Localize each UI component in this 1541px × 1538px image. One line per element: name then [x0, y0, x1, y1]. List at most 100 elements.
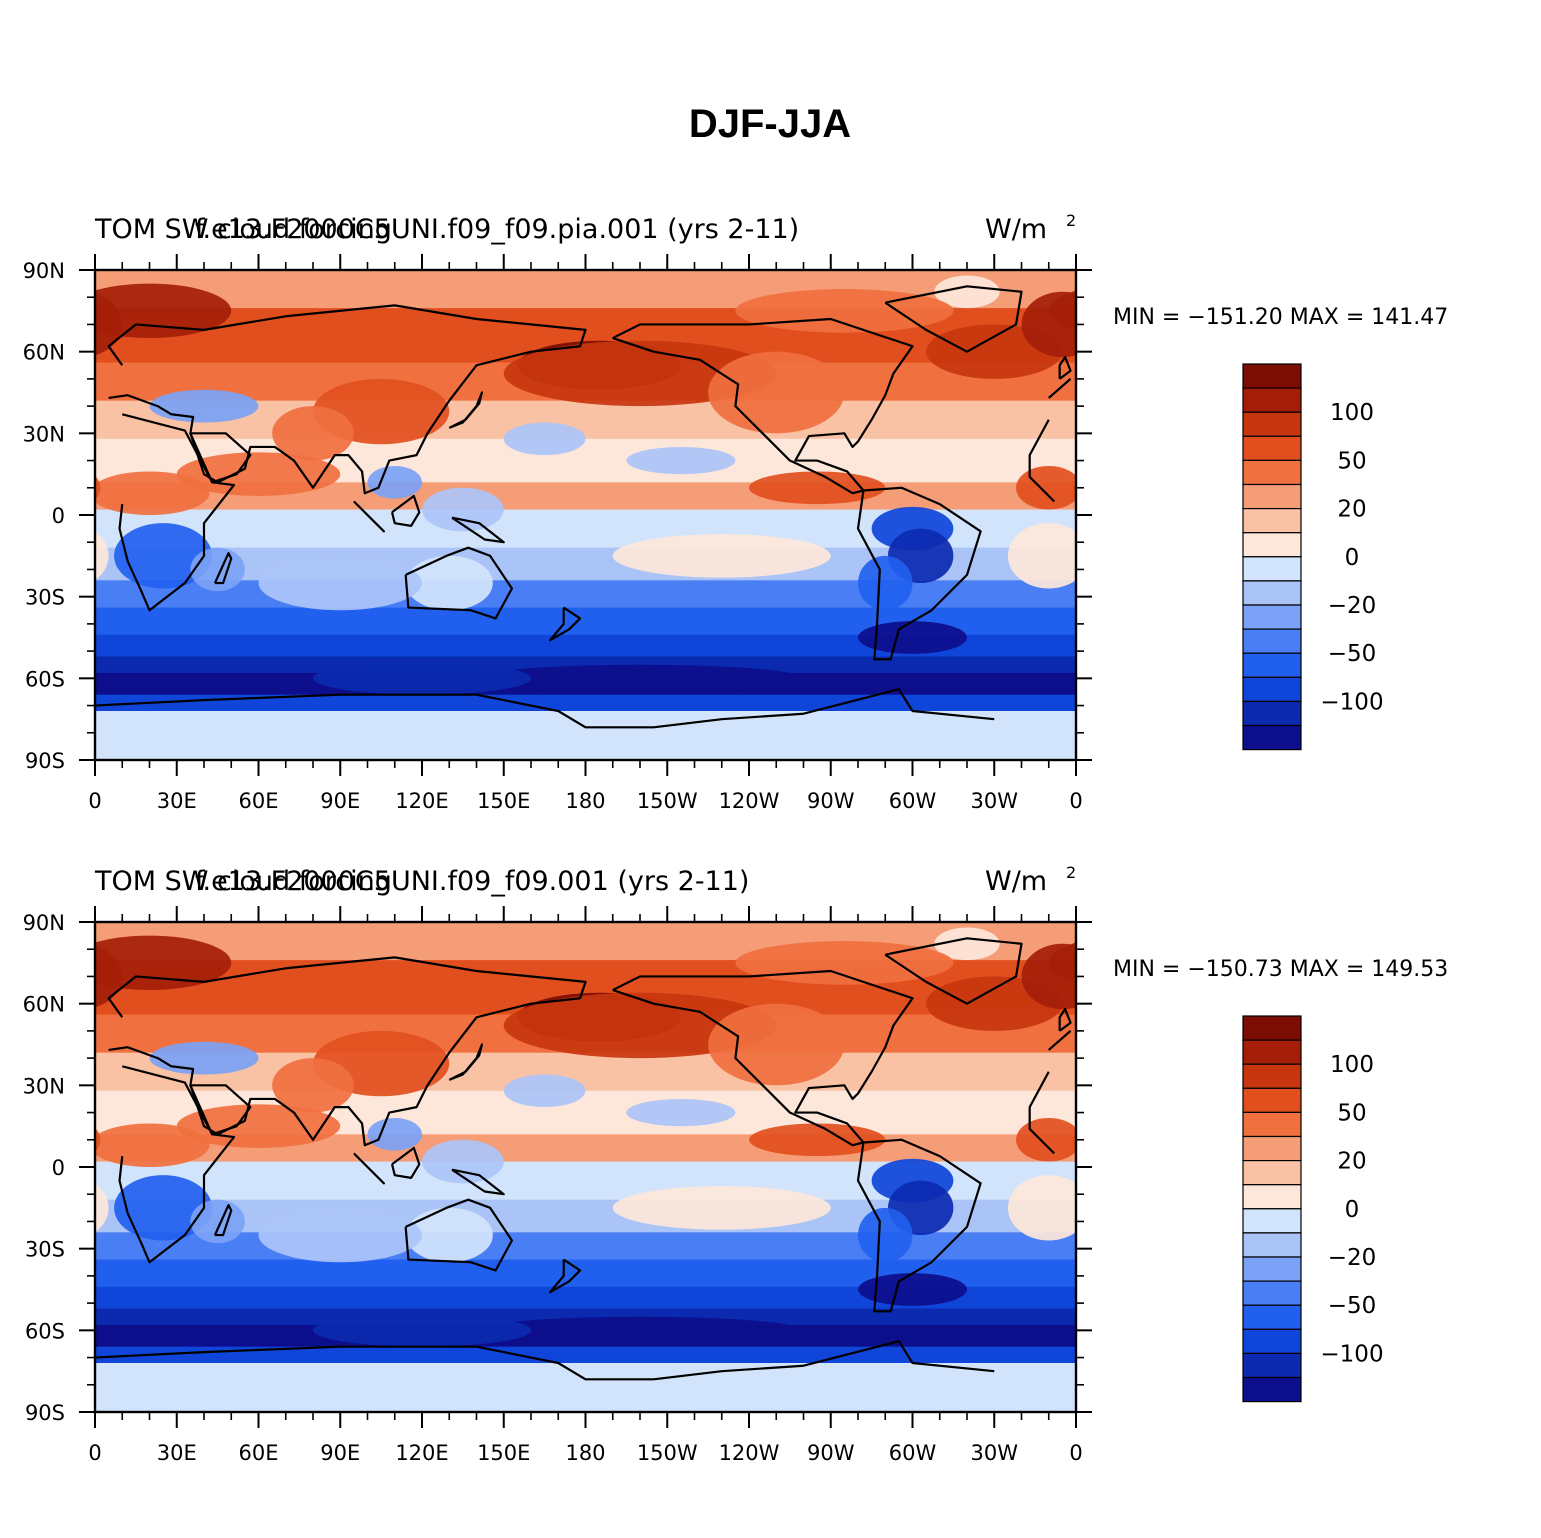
field-band: [95, 694, 1076, 701]
field-anomaly: [0, 927, 19, 960]
field-anomaly: [95, 531, 109, 581]
coastline: [107, 304, 1072, 495]
field-anomaly: [95, 471, 210, 515]
field-anomaly: [422, 1139, 504, 1184]
lon-tick-label: 60E: [239, 1441, 279, 1465]
lon-tick-label: 120E: [395, 1441, 448, 1465]
field-band: [95, 297, 1076, 304]
lon-tick-label: 90W: [807, 1441, 855, 1465]
field-anomaly: [1016, 466, 1076, 510]
field-anomaly: [258, 555, 422, 611]
field-band: [95, 1373, 1076, 1380]
field-anomaly: [612, 1186, 831, 1230]
field-band: [95, 1281, 1076, 1288]
lon-tick-label: 0: [1069, 789, 1082, 813]
field-band: [95, 1303, 1076, 1310]
panel-case-title: f.e13.F2000C5UNI.f09_f09.001 (yrs 2-11): [195, 866, 749, 897]
field-anomaly: [503, 340, 777, 407]
field-anomaly: [503, 422, 586, 456]
field-anomaly: [367, 466, 422, 499]
field-band: [95, 727, 1076, 734]
colorbar-label: 100: [1330, 1052, 1374, 1078]
field-band: [95, 1188, 1076, 1195]
field-band: [95, 922, 1076, 929]
coastline: [213, 552, 233, 585]
field-band: [95, 1177, 1076, 1184]
field-anomaly: [503, 1074, 586, 1108]
coastline: [548, 1258, 582, 1294]
field-band: [95, 1270, 1076, 1277]
field-band: [95, 482, 1076, 489]
colorbar-swatch: [1242, 387, 1302, 413]
min-max-label: MIN = −151.20 MAX = 141.47: [1113, 305, 1448, 330]
colorbar-swatch: [1242, 1328, 1302, 1355]
field-band: [95, 466, 1076, 473]
coastline: [390, 1146, 421, 1179]
field-band: [95, 291, 1076, 298]
coastline: [189, 432, 252, 484]
field-band: [95, 1118, 1076, 1125]
field-anomaly: [858, 555, 913, 611]
lon-tick-label: 30W: [971, 789, 1019, 813]
field-anomaly: [422, 487, 504, 532]
coastlines: [95, 937, 1072, 1381]
colorbar-label: −50: [1328, 641, 1377, 667]
lon-tick-label: 30E: [157, 1441, 197, 1465]
lat-tick-label: 60N: [23, 341, 65, 365]
field-band: [95, 662, 1076, 669]
field-band: [95, 1096, 1076, 1103]
field-anomaly: [858, 1207, 913, 1263]
field-band: [95, 1254, 1076, 1261]
field-anomaly: [858, 1273, 967, 1306]
lon-tick-label: 150E: [477, 789, 530, 813]
field-band: [95, 493, 1076, 500]
field-band: [95, 1199, 1076, 1206]
field-anomaly: [95, 283, 232, 339]
field-anomaly: [405, 555, 493, 611]
lat-tick-label: 30N: [23, 1074, 65, 1098]
field-band: [95, 1172, 1076, 1179]
coastline: [856, 486, 982, 661]
field-anomaly: [95, 1127, 101, 1152]
field-anomaly: [114, 523, 213, 589]
field-band: [95, 1368, 1076, 1375]
colorbar-swatch: [1242, 1352, 1302, 1379]
coastline: [1058, 356, 1072, 380]
colorbar-swatch: [1242, 435, 1302, 461]
field-band: [95, 1401, 1076, 1408]
coastline: [189, 1084, 252, 1136]
colorbar-swatch: [1242, 1159, 1302, 1186]
field-band: [95, 335, 1076, 342]
field-band: [95, 308, 1076, 315]
field-band: [95, 417, 1076, 424]
field-band: [95, 1352, 1076, 1359]
colorbar-swatch: [1242, 1280, 1302, 1306]
field-band: [95, 520, 1076, 527]
field-anomaly: [503, 992, 777, 1059]
field-band: [95, 1128, 1076, 1135]
lon-tick-label: 120E: [395, 789, 448, 813]
colorbar-swatch: [1242, 1208, 1302, 1234]
colorbar-swatch: [1242, 724, 1302, 751]
colorbar-swatch: [1242, 1232, 1302, 1258]
lon-tick-label: 60W: [889, 789, 937, 813]
colorbar-label: −20: [1328, 593, 1377, 619]
coastline: [353, 1152, 385, 1185]
colorbar-swatch: [1242, 556, 1302, 582]
colorbar-swatch: [1242, 1376, 1302, 1403]
field-band: [95, 1112, 1076, 1119]
colorbar: 100 50 20 0 −20 −50 −100: [1242, 363, 1384, 751]
field-band: [95, 743, 1076, 750]
colorbar-label: 50: [1337, 1100, 1366, 1126]
coastline: [107, 956, 1072, 1147]
colorbar-label: −100: [1320, 689, 1383, 715]
field-anomaly: [1021, 291, 1076, 358]
field-anomaly: [313, 662, 531, 695]
field-band: [95, 558, 1076, 565]
field-anomaly: [708, 351, 845, 434]
field-band: [95, 1232, 1076, 1239]
field-band: [95, 515, 1076, 522]
panel-units: W/m: [985, 214, 1047, 245]
lon-tick-label: 0: [88, 1441, 101, 1465]
field-band: [95, 596, 1076, 603]
